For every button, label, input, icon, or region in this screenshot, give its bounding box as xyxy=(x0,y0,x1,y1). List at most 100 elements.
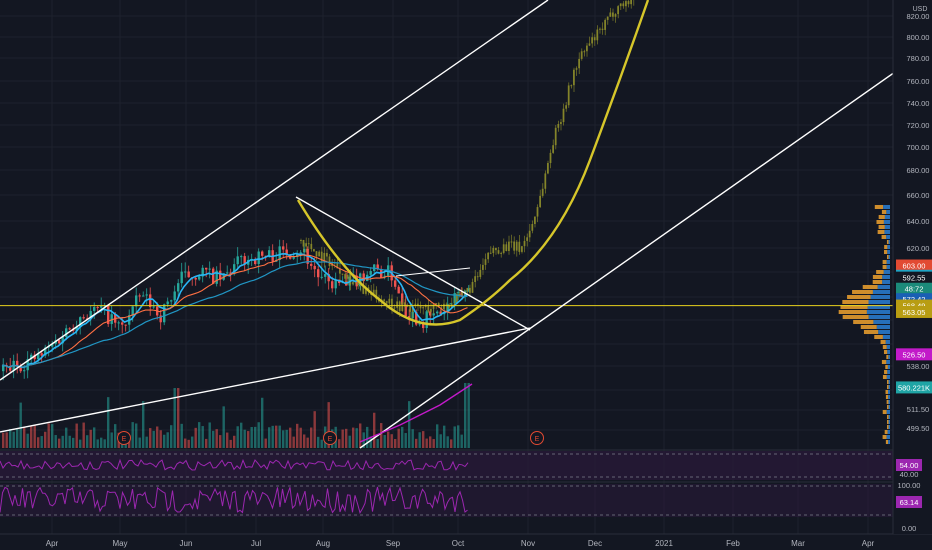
candle-body xyxy=(404,304,407,317)
volume-profile-bar-up xyxy=(882,260,887,264)
volume-bar xyxy=(411,429,414,448)
volume-bar xyxy=(145,436,148,448)
volume-bar xyxy=(2,432,5,448)
volume-profile-bar-up xyxy=(878,215,885,219)
volume-profile-bar-up xyxy=(887,380,889,384)
projected-candle-body xyxy=(354,282,357,284)
ema-fast-line[interactable] xyxy=(1,252,468,369)
projected-candle-body xyxy=(359,284,362,286)
ema-slow-line[interactable] xyxy=(1,254,468,368)
stochastic-band xyxy=(0,484,893,517)
volume-bar xyxy=(23,427,26,448)
price-badge-label: 563.05 xyxy=(903,308,926,317)
volume-bar xyxy=(446,436,449,448)
volume-bar xyxy=(110,432,113,448)
volume-profile-bar-up xyxy=(863,330,879,334)
projected-candle-body xyxy=(427,305,430,312)
projected-candle-body xyxy=(443,303,445,310)
projected-candle-body xyxy=(588,43,591,46)
projected-candle-body xyxy=(544,173,547,189)
candle-body xyxy=(177,283,180,292)
candle-body xyxy=(208,268,211,270)
volume-profile-bar-down xyxy=(886,210,890,214)
projected-candle-body xyxy=(627,1,630,5)
volume-bar xyxy=(58,438,61,448)
upper-channel-line[interactable] xyxy=(0,0,549,381)
volume-bar xyxy=(394,439,397,448)
volume-bar xyxy=(457,425,460,448)
volume-bar xyxy=(404,433,407,448)
price-axis[interactable]: USD 820.00 800.00 780.00 760.00 740.00 720.00… xyxy=(892,0,932,534)
projected-channel-line[interactable] xyxy=(359,71,896,449)
volume-profile-bar-down xyxy=(888,400,890,404)
volume-trend-line[interactable] xyxy=(359,383,473,443)
earnings-marker[interactable]: E xyxy=(323,431,337,445)
candle-body xyxy=(93,307,96,311)
projected-candle-body xyxy=(612,12,614,17)
candle-body xyxy=(152,306,155,308)
candle-body xyxy=(180,271,183,284)
volume-profile-bar-up xyxy=(887,385,889,389)
candle-body xyxy=(44,347,47,356)
sma-long-line[interactable] xyxy=(1,261,468,368)
stochastic-axis-labels: 100.00 63.14 0.00 xyxy=(896,481,922,533)
earnings-marker[interactable]: E xyxy=(530,431,544,445)
candle-body xyxy=(236,256,239,265)
projected-candle-body xyxy=(505,244,508,252)
projected-candle-body xyxy=(487,252,489,260)
volume-bar xyxy=(425,438,428,448)
descending-resistance-line[interactable] xyxy=(295,196,531,331)
volume-bar xyxy=(247,431,250,448)
volume-profile-bar-down xyxy=(886,410,890,414)
volume-profile xyxy=(838,205,890,444)
stochastic-panel[interactable] xyxy=(0,484,893,517)
volume-bar xyxy=(163,434,166,448)
candle-body xyxy=(467,288,470,291)
candle-body xyxy=(303,248,306,253)
volume-profile-bar-down xyxy=(887,350,890,354)
rsi-panel[interactable] xyxy=(0,451,893,480)
price-badge-background xyxy=(896,271,932,284)
volume-bar xyxy=(47,423,50,448)
projected-candle-body xyxy=(495,247,497,251)
price-badge-background xyxy=(896,348,932,361)
price-label: 680.00 xyxy=(907,166,930,175)
projected-candle-body xyxy=(320,251,323,261)
cup-curve[interactable] xyxy=(296,0,650,326)
candle-body xyxy=(163,304,166,323)
earnings-marker[interactable]: E xyxy=(117,431,131,445)
stochastic-axis-label: 100.00 xyxy=(898,481,921,490)
volume-profile-bar-down xyxy=(882,275,890,279)
rising-support-line[interactable] xyxy=(0,327,531,433)
volume-bar xyxy=(19,402,22,448)
candle-body xyxy=(159,315,162,323)
time-axis-label: Nov xyxy=(521,539,535,548)
projected-candle-body xyxy=(521,246,523,252)
volume-bar xyxy=(16,428,19,448)
drawing-tools[interactable] xyxy=(0,0,896,449)
candle-body xyxy=(184,271,187,273)
volume-profile-bar-down xyxy=(884,230,890,234)
volume-bar xyxy=(170,425,173,448)
projected-candle-body xyxy=(469,287,471,293)
volume-bar xyxy=(432,439,435,448)
volume-profile-bar-up xyxy=(882,435,887,439)
time-axis[interactable]: Apr May Jun Jul Aug Sep Oct Nov Dec 2021 Feb Mar Apr xyxy=(46,539,875,548)
projected-candle-body xyxy=(492,247,495,254)
time-axis-label: Sep xyxy=(386,539,401,548)
candle-body xyxy=(121,322,124,325)
projected-candle-body xyxy=(349,274,352,285)
volume-bar xyxy=(37,437,40,448)
volume-profile-bar-up xyxy=(842,315,869,319)
volume-bar xyxy=(149,428,152,448)
projected-candle-body xyxy=(391,298,393,308)
projected-candle-body xyxy=(336,263,339,269)
volume-profile-bar-up xyxy=(842,300,869,304)
volume-bar xyxy=(61,435,64,448)
volume-bar xyxy=(68,435,71,448)
short-resistance-line[interactable] xyxy=(395,267,471,277)
projected-candle-body xyxy=(344,274,346,279)
